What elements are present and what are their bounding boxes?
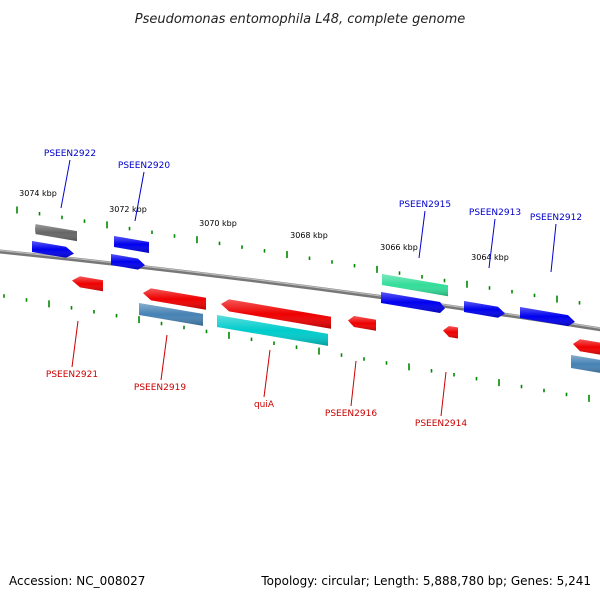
scale-label: 3068 kbp: [290, 231, 328, 240]
genome-backbone: [0, 249, 600, 332]
gene-label-pseen2919[interactable]: PSEEN2919: [134, 383, 186, 393]
gene-shading: [35, 224, 77, 242]
scale-label: 3074 kbp: [19, 189, 57, 198]
leader-line-pseen2914: [440, 371, 447, 417]
scale-label: 3072 kbp: [109, 205, 147, 214]
gene-shading: [571, 355, 600, 373]
leader-line-pseen2919: [160, 334, 168, 381]
gene-label-pseen2914[interactable]: PSEEN2914: [415, 419, 467, 429]
gene-shading: [382, 274, 448, 297]
gene-shading: [143, 288, 206, 310]
gene-shading: [381, 292, 445, 314]
gene-label-pseen2915[interactable]: PSEEN2915: [399, 200, 451, 210]
genome-backbone-highlight: [0, 249, 600, 329]
gene-shading: [443, 326, 458, 339]
gene-label-pseen2916[interactable]: PSEEN2916: [325, 409, 377, 419]
genome-title: Pseudomonas entomophila L48, complete ge…: [135, 12, 466, 27]
leader-line-quia: [263, 349, 271, 398]
leader-line-pseen2916: [350, 360, 357, 407]
gene-shading: [221, 299, 331, 329]
gene-shading: [114, 236, 149, 253]
gene-shading: [32, 241, 74, 258]
gene-shading: [111, 254, 145, 270]
gene-shading: [348, 316, 376, 331]
gene-label-pseen2913[interactable]: PSEEN2913: [469, 208, 521, 218]
gene-label-pseen2921[interactable]: PSEEN2921: [46, 370, 98, 380]
gene-shading: [520, 307, 575, 327]
scale-label: 3070 kbp: [199, 219, 237, 228]
scale-label: 3066 kbp: [380, 243, 418, 252]
gene-label-pseen2922[interactable]: PSEEN2922: [44, 149, 96, 159]
gene-label-pseen2920[interactable]: PSEEN2920: [118, 161, 170, 171]
leader-line-pseen2922: [60, 159, 71, 209]
gene-shading: [72, 276, 103, 292]
gene-labels: PSEEN2922 PSEEN2920 PSEEN2915 PSEEN2913 PSEE…: [44, 149, 582, 429]
gene-label-pseen2912[interactable]: PSEEN2912: [530, 213, 582, 223]
gene-shading: [464, 301, 505, 318]
gene-label-quia[interactable]: quiA: [254, 400, 275, 410]
gene-shading: [573, 339, 600, 355]
gene-track: [32, 224, 600, 373]
gene-shading: [139, 303, 203, 326]
leader-line-pseen2921: [71, 320, 79, 368]
leader-line-pseen2915: [418, 210, 426, 259]
accession-text: Accession: NC_008027: [9, 574, 146, 588]
leader-line-pseen2920: [134, 171, 145, 222]
ruler-ticks: [3, 206, 590, 402]
genome-summary-text: Topology: circular; Length: 5,888,780 bp…: [261, 574, 591, 588]
gene-shading: [217, 315, 328, 346]
leader-line-pseen2913: [488, 218, 496, 269]
leader-line-pseen2912: [550, 223, 557, 273]
